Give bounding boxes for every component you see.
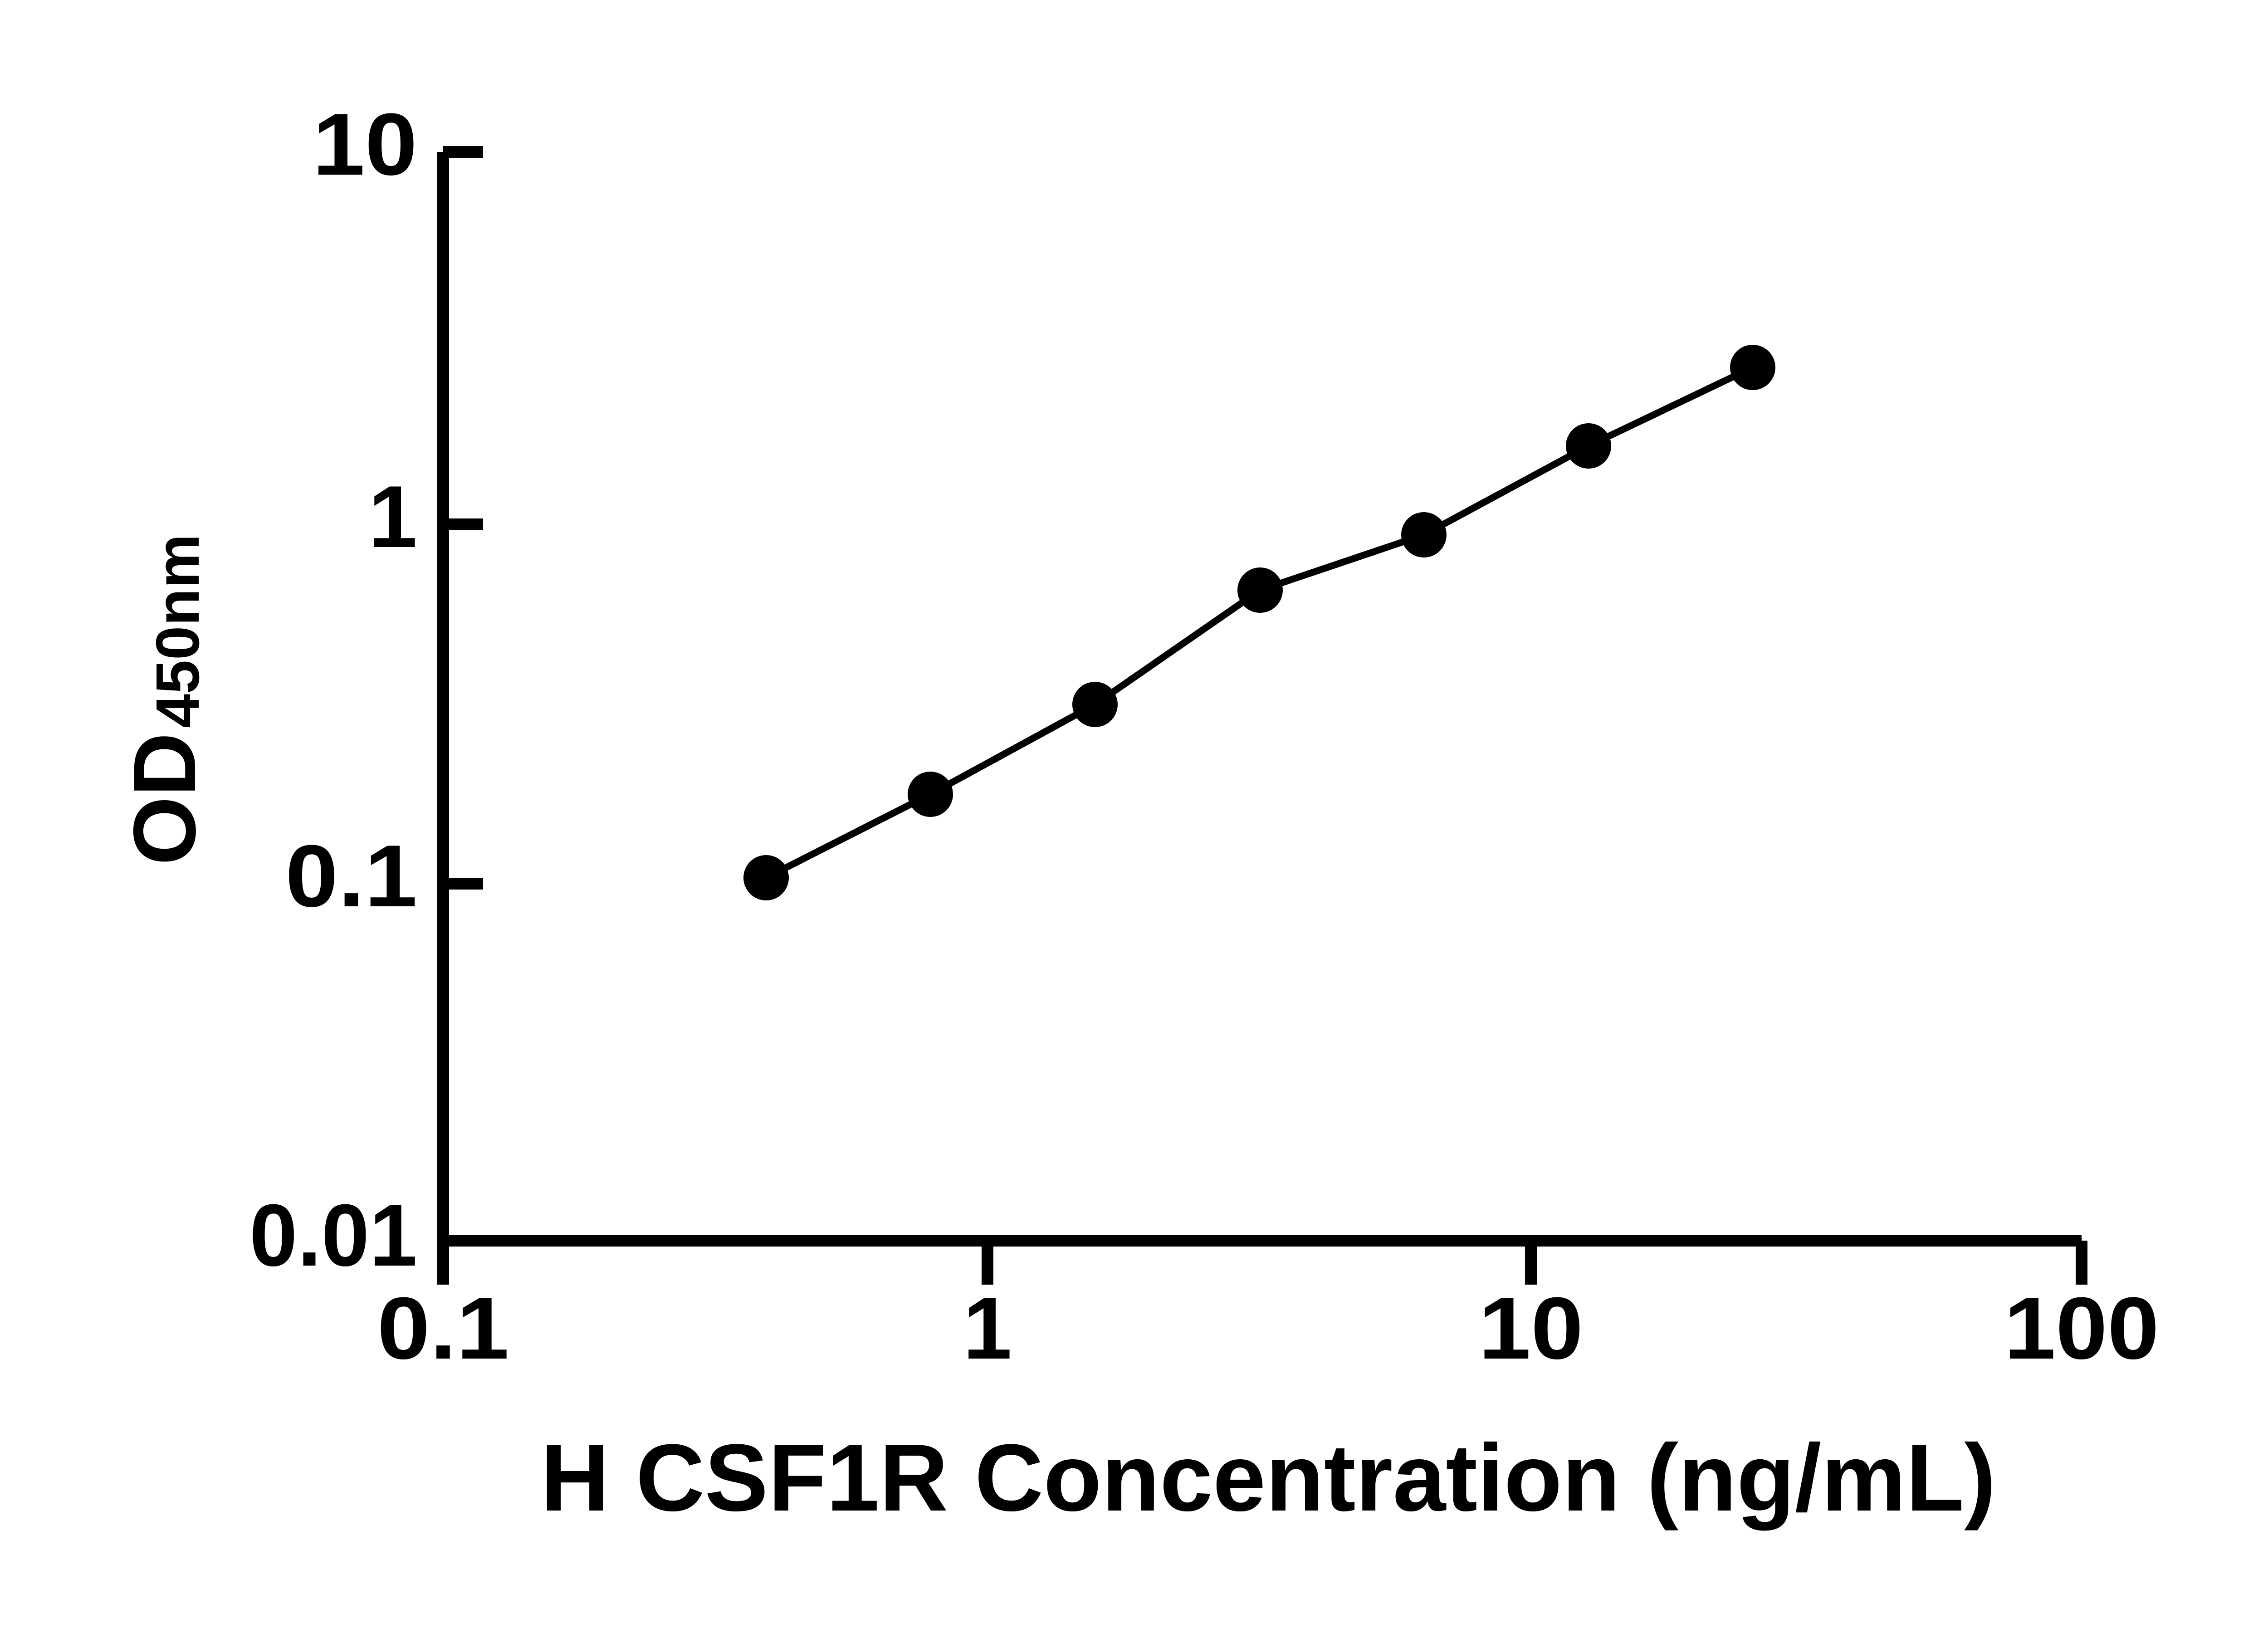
svg-text:1: 1 xyxy=(368,468,417,566)
svg-text:1: 1 xyxy=(963,1279,1012,1378)
svg-text:450nm: 450nm xyxy=(143,534,212,728)
svg-text:0.1: 0.1 xyxy=(377,1279,509,1378)
svg-text:OD: OD xyxy=(115,733,214,865)
svg-text:100: 100 xyxy=(2004,1279,2159,1378)
svg-text:0.1: 0.1 xyxy=(285,827,417,925)
svg-text:0.01: 0.01 xyxy=(249,1186,417,1285)
svg-text:10: 10 xyxy=(313,95,417,194)
svg-text:H CSF1R Concentration (ng/mL): H CSF1R Concentration (ng/mL) xyxy=(541,1424,1996,1531)
svg-text:10: 10 xyxy=(1479,1279,1584,1378)
